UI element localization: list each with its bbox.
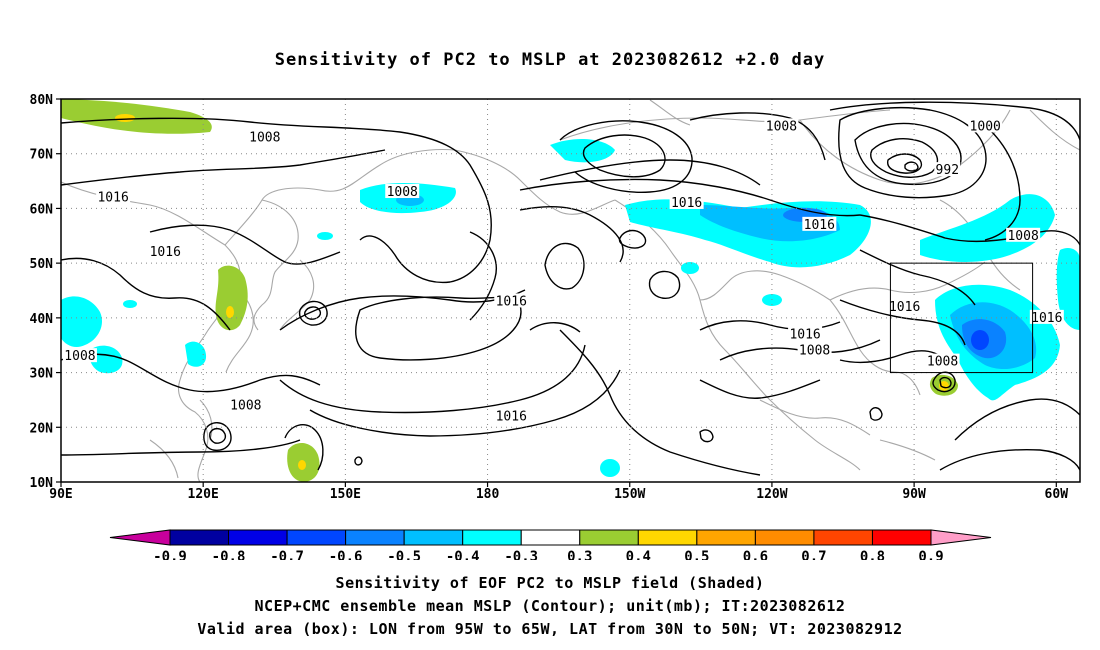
- contour-label-bg: [887, 298, 922, 313]
- contour-label: 1016: [496, 409, 527, 424]
- colorbar-swatch: [286, 529, 347, 546]
- sensitivity-map: 1008 1016 1016 1008 1008 1008 1016 1016 1016 1008…: [30, 93, 1081, 560]
- contour-label-bg: [968, 118, 1003, 133]
- colorbar-low-arrow: [109, 529, 171, 546]
- contour-labels: 1008 1016 1016 1008 1008 1008 1016 1016 1016 1008…: [62, 118, 1064, 424]
- contour-label: 1008: [927, 355, 958, 370]
- colorbar-swatch: [345, 529, 405, 546]
- colorbar-swatch: [813, 529, 873, 546]
- colorbar-swatch: [403, 529, 464, 546]
- colorbar-label: 0.8: [860, 549, 885, 560]
- colorbar-swatch: [520, 529, 581, 546]
- contour-label-bg: [228, 397, 263, 412]
- sensitivity-shading: [61, 99, 1080, 482]
- colorbar-label: -0.6: [329, 549, 363, 560]
- lat-tick-label: 60N: [30, 202, 54, 217]
- contour-label: 1016: [150, 245, 181, 260]
- lon-tick-label: 150E: [330, 487, 361, 502]
- colorbar-label: 0.5: [684, 549, 709, 560]
- lat-tick-label: 30N: [30, 367, 54, 382]
- colorbar-label: -0.8: [212, 549, 246, 560]
- colorbar-swatch: [462, 529, 522, 546]
- contour-label: 1016: [671, 196, 702, 211]
- contour-label-bg: [1029, 309, 1064, 324]
- latitude-axis: 80N 70N 60N 50N 40N 30N 20N 10N: [30, 93, 61, 491]
- contour-label: 1008: [1007, 229, 1038, 244]
- contour-label-bg: [934, 162, 961, 177]
- lon-tick-label: 150W: [614, 487, 645, 502]
- lon-tick-label: 60W: [1045, 487, 1069, 502]
- lat-tick-label: 70N: [30, 148, 54, 163]
- contour-label-bg: [797, 342, 832, 357]
- lon-tick-label: 90W: [902, 487, 926, 502]
- colorbar-swatch: [228, 529, 288, 546]
- figure-title: Sensitivity of PC2 to MSLP at 2023082612…: [274, 50, 826, 70]
- contour-label-bg: [925, 353, 960, 368]
- contour-label-bg: [494, 293, 529, 308]
- colorbar-label: -0.5: [387, 549, 421, 560]
- colorbar-label: -0.7: [270, 549, 304, 560]
- contour-label-bg: [494, 408, 529, 423]
- contour-label: 1016: [789, 327, 820, 342]
- map-plot-area: 1008 1016 1016 1008 1008 1008 1016 1016 1016 1008…: [61, 99, 1080, 482]
- map-frame: [60, 98, 1081, 483]
- colorbar-swatch: [696, 529, 756, 546]
- colorbar-high-arrow: [930, 529, 992, 546]
- contour-label-bg: [96, 189, 131, 204]
- caption-valid-area: Valid area (box): LON from 95W to 65W, L…: [197, 620, 903, 638]
- colorbar-label: 0.6: [743, 549, 768, 560]
- contour-label: 1008: [387, 185, 418, 200]
- contour-label-bg: [148, 244, 183, 259]
- lon-tick-label: 120E: [188, 487, 219, 502]
- contour-label: 1016: [97, 190, 128, 205]
- contour-label-bg: [62, 348, 97, 363]
- colorbar-swatch: [579, 529, 639, 546]
- colorbar-label: 0.9: [918, 549, 943, 560]
- lat-tick-label: 10N: [30, 476, 54, 491]
- contour-label: 1008: [230, 398, 261, 413]
- contour-label-bg: [1006, 227, 1041, 242]
- lat-tick-label: 80N: [30, 93, 54, 108]
- contour-label-bg: [802, 216, 837, 231]
- contour-label-bg: [669, 194, 704, 209]
- colorbar-label: 0.3: [567, 549, 592, 560]
- colorbar-label: -0.9: [153, 549, 187, 560]
- contour-label-bg: [247, 129, 282, 144]
- colorbar-swatch: [169, 529, 230, 546]
- contour-label: 1008: [64, 349, 95, 364]
- colorbar-swatch: [637, 529, 698, 546]
- longitude-axis: 90E 120E 150E 180 150W 120W 90W 60W: [49, 482, 1068, 502]
- colorbar-swatch: [871, 529, 932, 546]
- contour-label-bg: [385, 184, 420, 199]
- lon-tick-label: 120W: [756, 487, 787, 502]
- contour-label: 1000: [970, 119, 1001, 134]
- contour-label: 1008: [766, 119, 797, 134]
- contour-label-bg: [788, 326, 823, 341]
- contour-label: 1016: [889, 300, 920, 315]
- lon-tick-label: 180: [476, 487, 500, 502]
- valid-area-box: [889, 262, 1034, 374]
- colorbar-label: -0.4: [446, 549, 480, 560]
- contour-label: 1016: [1031, 311, 1062, 326]
- colorbar-swatch: [754, 529, 815, 546]
- colorbar-label: 0.4: [626, 549, 651, 560]
- caption-contours: NCEP+CMC ensemble mean MSLP (Contour); u…: [254, 597, 846, 615]
- lon-tick-label: 90E: [49, 487, 72, 502]
- lat-tick-label: 50N: [30, 257, 54, 272]
- lat-tick-label: 20N: [30, 421, 54, 436]
- colorbar: -0.9 -0.8 -0.7 -0.6 -0.5 -0.4 -0.3 0.3 0.4 0.5 0.6…: [109, 529, 992, 560]
- contour-label-bg: [764, 118, 799, 133]
- lat-tick-label: 40N: [30, 312, 54, 327]
- contour-label: 1008: [799, 344, 830, 359]
- caption-shading: Sensitivity of EOF PC2 to MSLP field (Sh…: [335, 574, 765, 592]
- coastlines: [61, 99, 1080, 482]
- contour-label: 1016: [496, 294, 527, 309]
- mslp-contours: [61, 101, 1080, 476]
- contour-label: 1016: [804, 218, 835, 233]
- colorbar-label: 0.7: [801, 549, 826, 560]
- contour-label: 1008: [249, 130, 280, 145]
- colorbar-label: -0.3: [504, 549, 538, 560]
- contour-label: 992: [936, 163, 959, 178]
